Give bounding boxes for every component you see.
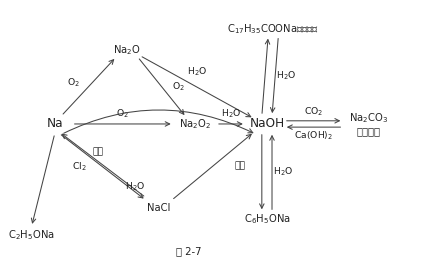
Text: O$_2$: O$_2$ — [68, 77, 81, 89]
Text: CO$_2$: CO$_2$ — [304, 106, 323, 118]
Text: Na$_2$CO$_3$
（纯碱）: Na$_2$CO$_3$ （纯碱） — [349, 111, 388, 137]
Text: H$_2$O: H$_2$O — [125, 181, 145, 193]
Text: H$_2$O: H$_2$O — [221, 107, 241, 120]
Text: O$_2$: O$_2$ — [172, 81, 185, 93]
Text: H$_2$O: H$_2$O — [276, 70, 296, 82]
Text: C$_6$H$_5$ONa: C$_6$H$_5$ONa — [243, 212, 291, 226]
Text: H$_2$O: H$_2$O — [187, 65, 207, 77]
Text: 电解: 电解 — [93, 147, 104, 156]
Text: Cl$_2$: Cl$_2$ — [72, 161, 87, 173]
Text: Ca(OH)$_2$: Ca(OH)$_2$ — [294, 130, 333, 142]
Text: NaOH: NaOH — [249, 118, 284, 130]
Text: C$_{17}$H$_{35}$COONa（肥皂）: C$_{17}$H$_{35}$COONa（肥皂） — [227, 22, 319, 36]
Text: Na: Na — [46, 118, 63, 130]
Text: Na$_2$O$_2$: Na$_2$O$_2$ — [179, 117, 211, 131]
Text: C$_2$H$_5$ONa: C$_2$H$_5$ONa — [8, 228, 55, 242]
Text: 图 2-7: 图 2-7 — [176, 246, 201, 256]
Text: 电解: 电解 — [235, 162, 246, 171]
Text: Na$_2$O: Na$_2$O — [113, 43, 141, 57]
Text: NaCl: NaCl — [147, 203, 171, 213]
Text: H$_2$O: H$_2$O — [273, 166, 293, 178]
Text: O$_2$: O$_2$ — [116, 107, 129, 120]
